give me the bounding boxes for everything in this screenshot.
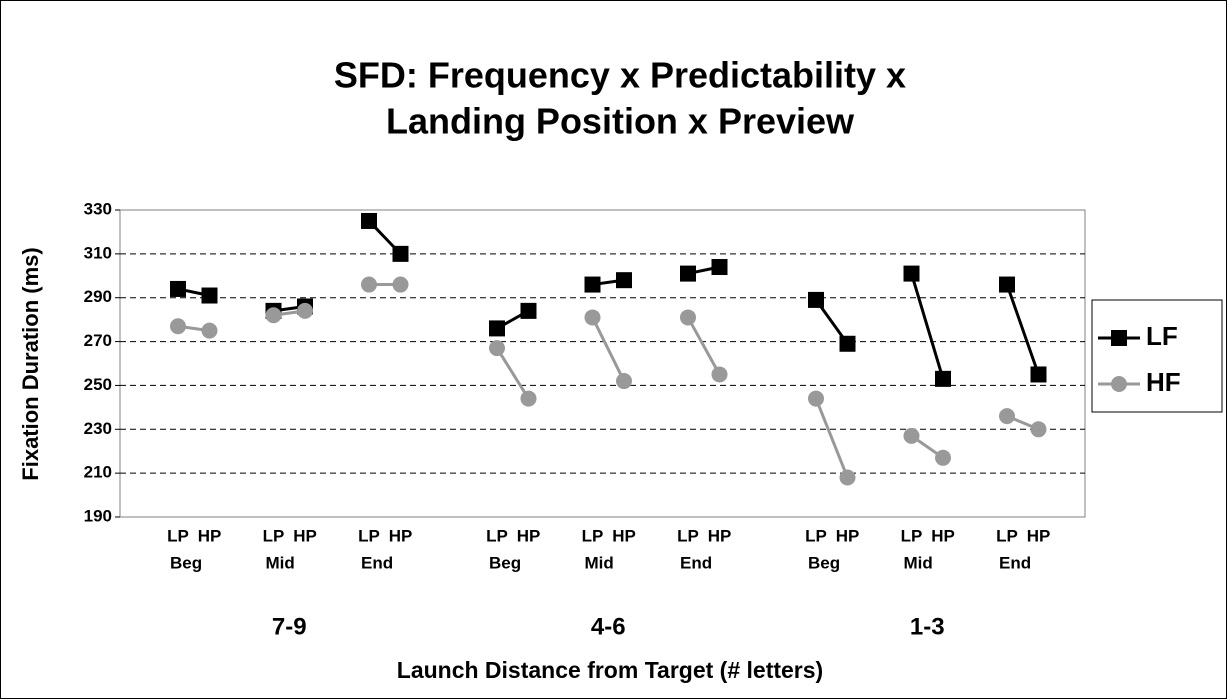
- x-tick-label: LP: [677, 526, 699, 545]
- data-point: [616, 373, 632, 390]
- series-line: [686, 316, 721, 376]
- data-point: [839, 335, 856, 352]
- y-tick-label: 190: [84, 506, 112, 525]
- data-point: [170, 318, 186, 335]
- legend-label: LF: [1146, 321, 1178, 351]
- y-tick-label: 330: [84, 199, 112, 218]
- series-line: [814, 398, 849, 479]
- y-tick-label: 210: [84, 463, 112, 482]
- series-line: [591, 316, 626, 382]
- data-point: [839, 469, 856, 486]
- data-point: [489, 320, 505, 337]
- x-subcategory-label: Mid: [585, 553, 614, 572]
- data-point: [616, 272, 632, 289]
- x-tick-label: HP: [836, 526, 860, 545]
- data-point: [392, 276, 409, 293]
- data-point: [999, 408, 1015, 425]
- data-point: [935, 370, 951, 387]
- x-subcategory-label: Beg: [489, 553, 521, 572]
- series-line: [1005, 284, 1040, 375]
- data-point: [392, 245, 409, 262]
- data-point: [520, 302, 537, 319]
- x-tick-label: LP: [167, 526, 189, 545]
- data-point: [711, 259, 728, 276]
- data-point: [584, 309, 601, 326]
- legend-marker: [1111, 376, 1127, 392]
- data-point: [680, 265, 696, 282]
- x-axis-title: Launch Distance from Target (# letters): [397, 657, 823, 683]
- data-point: [584, 276, 601, 293]
- data-point: [520, 390, 537, 407]
- data-point: [361, 276, 377, 293]
- x-tick-label: HP: [389, 526, 413, 545]
- chart-title: Landing Position x Preview: [386, 101, 855, 142]
- data-point: [297, 302, 313, 319]
- data-point: [361, 212, 377, 229]
- x-tick-label: HP: [612, 526, 636, 545]
- x-tick-label: HP: [931, 526, 955, 545]
- data-point: [1030, 366, 1047, 383]
- y-tick-label: 290: [84, 287, 112, 306]
- x-tick-label: LP: [996, 526, 1018, 545]
- x-subcategory-label: End: [361, 553, 393, 572]
- y-axis-title: Fixation Duration (ms): [18, 247, 43, 480]
- x-tick-label: LP: [805, 526, 827, 545]
- plot-area: [119, 209, 1086, 518]
- y-tick-label: 250: [84, 375, 112, 394]
- data-point: [903, 265, 920, 282]
- legend: [1091, 299, 1223, 413]
- y-tick-label: 270: [84, 331, 112, 350]
- data-point: [1030, 421, 1047, 438]
- data-point: [489, 340, 505, 357]
- chart-title: SFD: Frequency x Predictability x: [334, 55, 906, 96]
- x-tick-label: LP: [901, 526, 923, 545]
- data-point: [935, 449, 951, 466]
- x-subcategory-label: Beg: [808, 553, 840, 572]
- x-tick-label: LP: [263, 526, 285, 545]
- data-point: [999, 276, 1015, 293]
- y-tick-label: 230: [84, 419, 112, 438]
- x-tick-label: HP: [198, 526, 222, 545]
- x-tick-label: HP: [708, 526, 732, 545]
- x-tick-label: LP: [486, 526, 508, 545]
- legend-marker: [1111, 330, 1127, 346]
- x-tick-label: LP: [358, 526, 380, 545]
- x-subcategory-label: Mid: [266, 553, 295, 572]
- data-point: [201, 287, 218, 304]
- x-group-label: 7-9: [272, 613, 307, 640]
- series-line: [910, 273, 945, 380]
- x-tick-label: HP: [1027, 526, 1051, 545]
- data-point: [808, 390, 824, 407]
- x-subcategory-label: End: [999, 553, 1031, 572]
- data-point: [711, 366, 728, 383]
- x-subcategory-label: End: [680, 553, 712, 572]
- x-group-label: 1-3: [910, 613, 945, 640]
- x-tick-label: HP: [517, 526, 541, 545]
- x-subcategory-label: Mid: [904, 553, 933, 572]
- x-subcategory-label: Beg: [170, 553, 202, 572]
- data-point: [680, 309, 696, 326]
- x-tick-label: LP: [582, 526, 604, 545]
- x-tick-label: HP: [293, 526, 317, 545]
- data-point: [201, 322, 218, 339]
- x-group-label: 4-6: [591, 613, 626, 640]
- series-line: [495, 347, 530, 400]
- data-point: [170, 280, 186, 297]
- y-tick-label: 310: [84, 243, 112, 262]
- data-point: [265, 307, 282, 324]
- data-point: [808, 291, 824, 308]
- data-point: [903, 427, 920, 444]
- legend-label: HF: [1146, 367, 1181, 397]
